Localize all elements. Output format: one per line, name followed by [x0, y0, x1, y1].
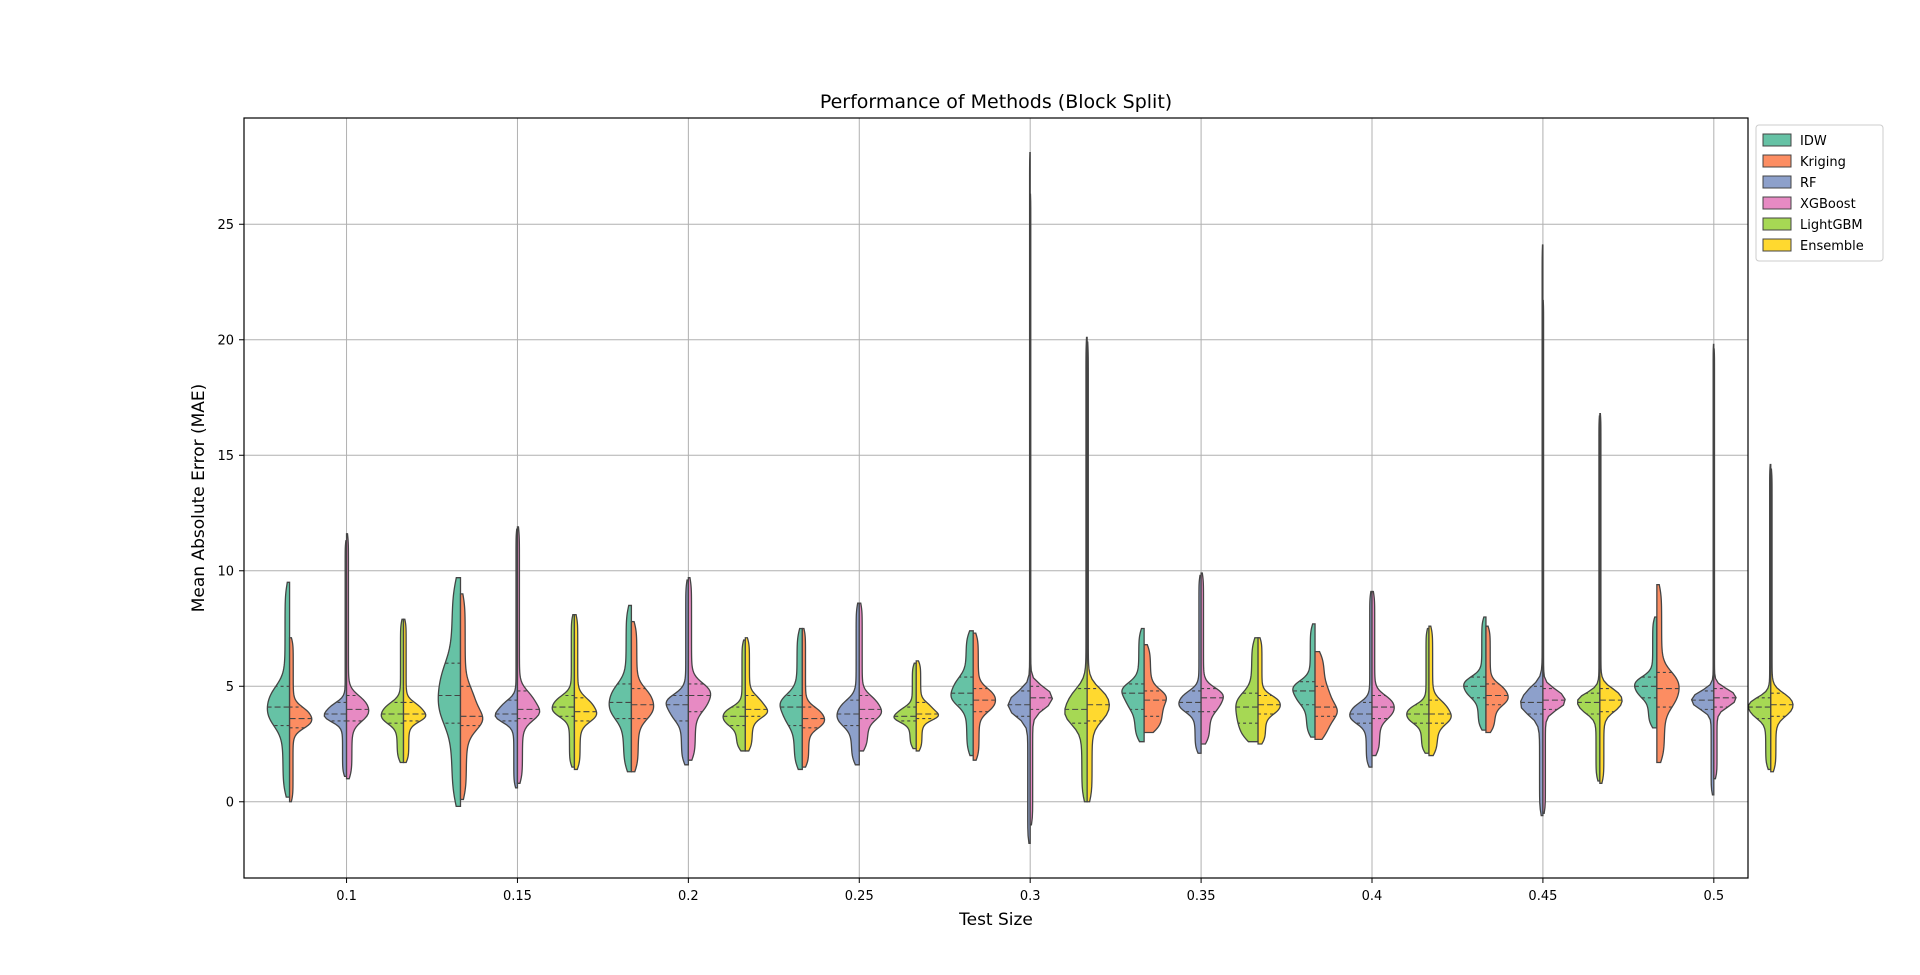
y-tick-label: 5 — [226, 680, 234, 695]
legend-swatch-idw — [1762, 133, 1792, 147]
x-tick-label: 0.5 — [1703, 889, 1724, 904]
y-tick-label: 20 — [217, 333, 234, 348]
legend-swatch-kriging — [1762, 154, 1792, 168]
violin-kriging-0.45 — [1485, 625, 1509, 734]
x-tick-label: 0.15 — [503, 889, 532, 904]
legend-label-lightgbm: LightGBM — [1800, 218, 1863, 233]
violin-lightgbm-0.1 — [380, 618, 405, 764]
violin-rf-0.45 — [1520, 244, 1544, 817]
violin-kriging-0.3 — [972, 632, 997, 761]
chart-title: Performance of Methods (Block Split) — [820, 91, 1172, 113]
y-tick-label: 10 — [217, 564, 234, 579]
violin-lightgbm-0.25 — [893, 662, 917, 750]
violin-ensemble-0.1 — [402, 618, 427, 764]
legend-label-idw: IDW — [1800, 134, 1827, 149]
violin-rf-0.3 — [1007, 152, 1031, 844]
x-tick-label: 0.3 — [1020, 889, 1041, 904]
x-tick-label: 0.45 — [1528, 889, 1557, 904]
violin-xgboost-0.1 — [345, 533, 370, 780]
violin-lightgbm-0.2 — [722, 639, 746, 752]
violin-ensemble-0.2 — [744, 637, 769, 752]
violin-ensemble-0.35 — [1257, 637, 1281, 745]
legend-swatch-ensemble — [1762, 238, 1792, 252]
legend: IDW Kriging RF XGBoost LightGBM Ensemble — [1755, 124, 1884, 262]
y-tick-label: 0 — [226, 795, 234, 810]
violin-idw-0.15 — [437, 577, 462, 808]
y-tick-label: 15 — [217, 449, 234, 464]
legend-swatch-xgboost — [1762, 196, 1792, 210]
violin-rf-0.35 — [1178, 574, 1202, 754]
violin-xgboost-0.2 — [687, 577, 712, 761]
x-axis-title: Test Size — [958, 910, 1033, 930]
violin-xgboost-0.5 — [1713, 348, 1737, 780]
violin-idw-0.1 — [266, 581, 291, 798]
violin-rf-0.5 — [1690, 343, 1715, 796]
x-tick-label: 0.4 — [1362, 889, 1383, 904]
violin-lightgbm-0.45 — [1576, 415, 1601, 782]
violin-idw-0.25 — [779, 627, 803, 771]
violin-idw-0.2 — [608, 604, 633, 773]
violin-idw-0.35 — [1121, 627, 1145, 743]
x-tick-label: 0.1 — [336, 889, 357, 904]
violin-lightgbm-0.15 — [551, 614, 576, 768]
violin-rf-0.15 — [494, 528, 519, 789]
legend-label-rf: RF — [1800, 176, 1817, 191]
violin-lightgbm-0.5 — [1747, 463, 1772, 771]
violin-kriging-0.4 — [1314, 650, 1338, 741]
y-tick-label: 25 — [217, 218, 234, 233]
violin-idw-0.4 — [1292, 623, 1316, 738]
x-tick-label: 0.25 — [845, 889, 874, 904]
grid-lines — [244, 118, 1748, 878]
x-tick-label: 0.35 — [1187, 889, 1216, 904]
violin-idw-0.5 — [1633, 616, 1658, 729]
violin-ensemble-0.3 — [1086, 341, 1111, 803]
violin-rf-0.1 — [323, 540, 348, 778]
violin-lightgbm-0.4 — [1406, 627, 1430, 754]
violin-rf-0.2 — [665, 579, 690, 766]
violins — [266, 152, 1794, 844]
violin-xgboost-0.3 — [1029, 193, 1054, 826]
violin-kriging-0.5 — [1656, 583, 1680, 764]
violin-ensemble-0.25 — [915, 660, 940, 752]
violin-rf-0.4 — [1349, 590, 1373, 768]
violin-idw-0.45 — [1463, 616, 1487, 731]
x-tick-label: 0.2 — [678, 889, 699, 904]
violin-ensemble-0.45 — [1599, 413, 1623, 784]
legend-swatch-lightgbm — [1762, 217, 1792, 231]
violin-ensemble-0.15 — [573, 614, 598, 771]
violin-xgboost-0.35 — [1200, 572, 1224, 745]
legend-label-xgboost: XGBoost — [1800, 197, 1856, 212]
violin-lightgbm-0.35 — [1235, 637, 1259, 743]
violin-xgboost-0.45 — [1542, 299, 1566, 814]
legend-label-kriging: Kriging — [1800, 155, 1846, 170]
violin-xgboost-0.4 — [1371, 590, 1395, 757]
violin-kriging-0.25 — [801, 627, 826, 768]
axes: 0 5 10 15 20 25 0.1 0.15 0.2 0.25 0.3 0.35 0.4 0.45 0.… — [217, 218, 1724, 904]
violin-kriging-0.15 — [459, 593, 484, 801]
violin-kriging-0.35 — [1143, 644, 1168, 734]
violin-kriging-0.2 — [630, 620, 655, 773]
legend-label-ensemble: Ensemble — [1800, 239, 1864, 254]
violin-ensemble-0.4 — [1428, 625, 1452, 757]
violin-xgboost-0.15 — [516, 526, 541, 784]
violin-lightgbm-0.3 — [1064, 336, 1088, 803]
violin-kriging-0.1 — [288, 637, 313, 803]
plot-frame — [243, 117, 1749, 879]
violin-ensemble-0.5 — [1770, 468, 1794, 773]
violin-rf-0.25 — [836, 602, 860, 766]
y-axis-title: Mean Absolute Error (MAE) — [189, 384, 209, 613]
violin-xgboost-0.25 — [858, 602, 883, 752]
legend-swatch-rf — [1762, 175, 1792, 189]
